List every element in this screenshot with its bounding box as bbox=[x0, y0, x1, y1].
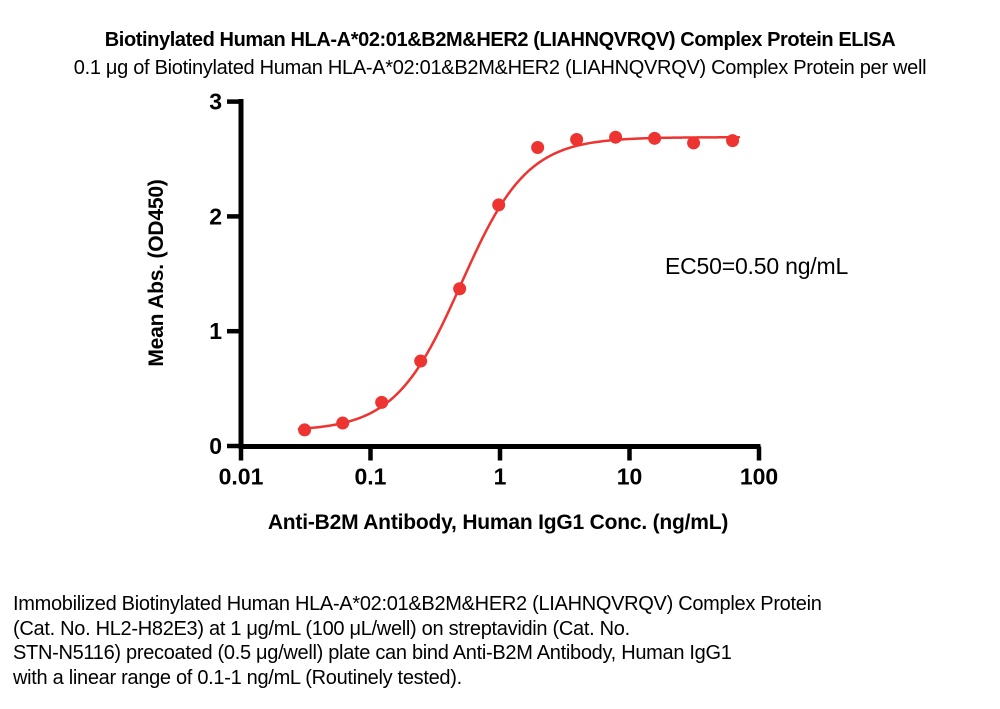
data-point bbox=[453, 282, 467, 296]
data-point bbox=[726, 134, 740, 148]
data-point bbox=[648, 131, 662, 145]
x-tick-label: 10 bbox=[617, 464, 643, 490]
data-point bbox=[298, 423, 312, 437]
y-tick-label: 1 bbox=[209, 318, 222, 344]
data-point bbox=[570, 132, 584, 146]
x-tick-label: 0.1 bbox=[355, 464, 387, 490]
x-tick-label: 100 bbox=[740, 464, 778, 490]
data-point bbox=[336, 416, 350, 430]
data-point bbox=[375, 395, 389, 409]
data-point bbox=[609, 130, 623, 144]
y-tick-label: 3 bbox=[209, 89, 222, 115]
caption-line: Immobilized Biotinylated Human HLA-A*02:… bbox=[13, 593, 822, 615]
elisa-binding-curve-chart: 0.01 0.1 1 10 100 0 1 2 3 bbox=[209, 89, 778, 490]
data-point bbox=[414, 354, 428, 368]
x-tick-label: 1 bbox=[494, 464, 507, 490]
figure-caption: Immobilized Biotinylated Human HLA-A*02:… bbox=[13, 592, 983, 690]
data-point bbox=[687, 136, 701, 150]
ec50-annotation: EC50=0.50 ng/mL bbox=[665, 253, 849, 279]
x-tick-label: 0.01 bbox=[219, 464, 264, 490]
y-tick-label: 2 bbox=[209, 203, 222, 229]
chart-subtitle: 0.1 μg of Biotinylated Human HLA-A*02:01… bbox=[73, 57, 927, 79]
caption-line: with a linear range of 0.1-1 ng/mL (Rout… bbox=[13, 666, 462, 689]
fit-curve bbox=[297, 136, 741, 431]
data-point bbox=[531, 141, 545, 155]
caption-line: STN-N5116) precoated (0.5 μg/well) plate… bbox=[13, 642, 732, 664]
chart-title: Biotinylated Human HLA-A*02:01&B2M&HER2 … bbox=[104, 29, 896, 51]
data-point bbox=[492, 198, 506, 212]
caption-line: (Cat. No. HL2-H82E3) at 1 μg/mL (100 μL/… bbox=[13, 617, 630, 640]
y-tick-label: 0 bbox=[209, 433, 222, 459]
x-axis-title: Anti-B2M Antibody, Human IgG1 Conc. (ng/… bbox=[267, 511, 729, 534]
y-axis-title: Mean Abs. (OD450) bbox=[145, 179, 168, 367]
